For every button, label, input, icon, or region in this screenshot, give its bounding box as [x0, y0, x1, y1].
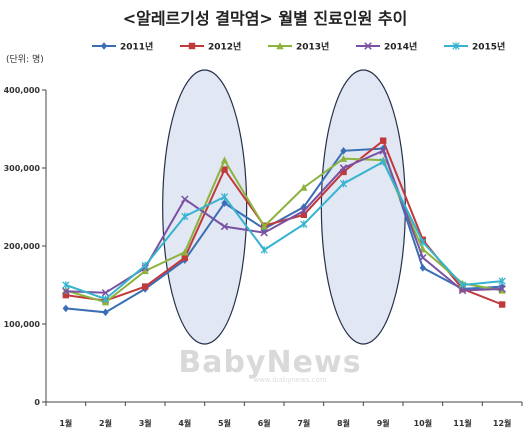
legend-entry: 2013년 — [268, 41, 329, 53]
data-point — [62, 281, 70, 289]
x-tick-label: 12월 — [493, 418, 512, 428]
series-line — [65, 149, 503, 294]
data-point — [181, 248, 189, 256]
x-tick-label: 7월 — [297, 418, 310, 428]
data-point — [220, 193, 229, 201]
data-point — [260, 246, 268, 254]
x-tick-label: 11월 — [453, 418, 472, 428]
legend-marker — [276, 42, 284, 50]
data-point — [220, 222, 229, 231]
watermark: BabyNews www.ibabynews.com — [178, 345, 361, 384]
data-point — [300, 220, 308, 228]
x-tick-label: 3월 — [139, 418, 152, 428]
x-tick-label: 1월 — [59, 418, 72, 428]
chart-title: <알레르기성 결막염> 월별 진료인원 추이 — [123, 9, 408, 28]
data-point — [300, 207, 308, 215]
y-tick-label: 100,000 — [4, 320, 41, 329]
data-point — [181, 195, 189, 203]
x-tick-label: 9월 — [377, 418, 390, 428]
x-tick-label: 2월 — [99, 418, 112, 428]
y-tick-label: 400,000 — [4, 86, 41, 95]
data-point — [181, 212, 189, 221]
legend-entry: 2011년 — [92, 41, 153, 53]
data-point — [141, 267, 149, 275]
legend-entry: 2012년 — [180, 41, 241, 53]
data-point — [458, 281, 467, 289]
data-point — [340, 147, 347, 155]
legend-marker — [188, 42, 196, 50]
data-point — [300, 211, 308, 218]
data-point — [62, 287, 70, 295]
data-point — [458, 286, 467, 295]
data-point — [339, 179, 348, 188]
legend-label: 2011년 — [120, 41, 153, 53]
data-point — [419, 238, 427, 246]
legend-marker — [364, 42, 372, 50]
series-4 — [62, 147, 506, 297]
y-tick-label: 0 — [34, 398, 40, 407]
data-point — [102, 308, 109, 317]
data-point — [141, 261, 149, 270]
data-point — [101, 289, 110, 297]
data-point — [498, 277, 506, 285]
highlight-ellipse-summer — [320, 69, 406, 345]
data-point — [379, 147, 387, 155]
series-line — [65, 147, 503, 314]
data-point — [459, 285, 466, 293]
data-point — [221, 166, 228, 173]
legend-entry: 2014년 — [356, 41, 417, 53]
data-point — [141, 283, 149, 290]
data-point — [379, 137, 387, 144]
watermark-url: www.ibabynews.com — [253, 376, 326, 384]
x-tick-label: 4월 — [178, 418, 191, 428]
data-point — [220, 156, 229, 164]
legend-marker — [452, 42, 460, 50]
data-point — [498, 301, 506, 308]
x-tick-label: 10월 — [414, 418, 433, 428]
data-point — [498, 285, 506, 293]
data-point — [300, 183, 308, 191]
data-point — [62, 304, 70, 313]
legend-label: 2014년 — [384, 41, 417, 53]
x-tick-label: 8월 — [337, 418, 350, 428]
series-line — [65, 160, 503, 301]
series-3 — [62, 154, 506, 306]
y-tick-label: 300,000 — [4, 164, 41, 173]
unit-label: (단위: 명) — [6, 54, 44, 65]
legend-entry: 2015년 — [444, 41, 505, 53]
data-point — [260, 229, 268, 237]
legend-label: 2015년 — [472, 41, 505, 53]
watermark-logo: BabyNews — [178, 345, 361, 380]
y-tick-label: 200,000 — [4, 242, 41, 251]
x-tick-label: 6월 — [258, 418, 271, 428]
data-point — [62, 291, 70, 299]
data-point — [419, 264, 427, 272]
data-point — [221, 199, 228, 207]
data-point — [498, 286, 506, 294]
data-point — [339, 164, 348, 172]
series-1 — [62, 144, 506, 317]
legend: 2011년 2012년 2013년 2014년 2015년 — [92, 41, 505, 53]
data-point — [260, 222, 268, 230]
legend-label: 2013년 — [296, 41, 329, 53]
x-tick-label: 5월 — [218, 418, 231, 428]
plot-area: 0 100,000 200,000 300,000 400,000 1월 2월 3월 4월 5월 6… — [4, 69, 523, 428]
series-line — [65, 157, 503, 304]
data-point — [419, 253, 427, 262]
data-point — [379, 158, 387, 166]
data-point — [181, 254, 189, 261]
data-point — [340, 168, 347, 176]
legend-marker — [100, 42, 108, 50]
data-point — [101, 295, 110, 303]
series-5 — [62, 158, 506, 303]
data-point — [339, 154, 348, 162]
legend-label: 2012년 — [208, 41, 241, 53]
